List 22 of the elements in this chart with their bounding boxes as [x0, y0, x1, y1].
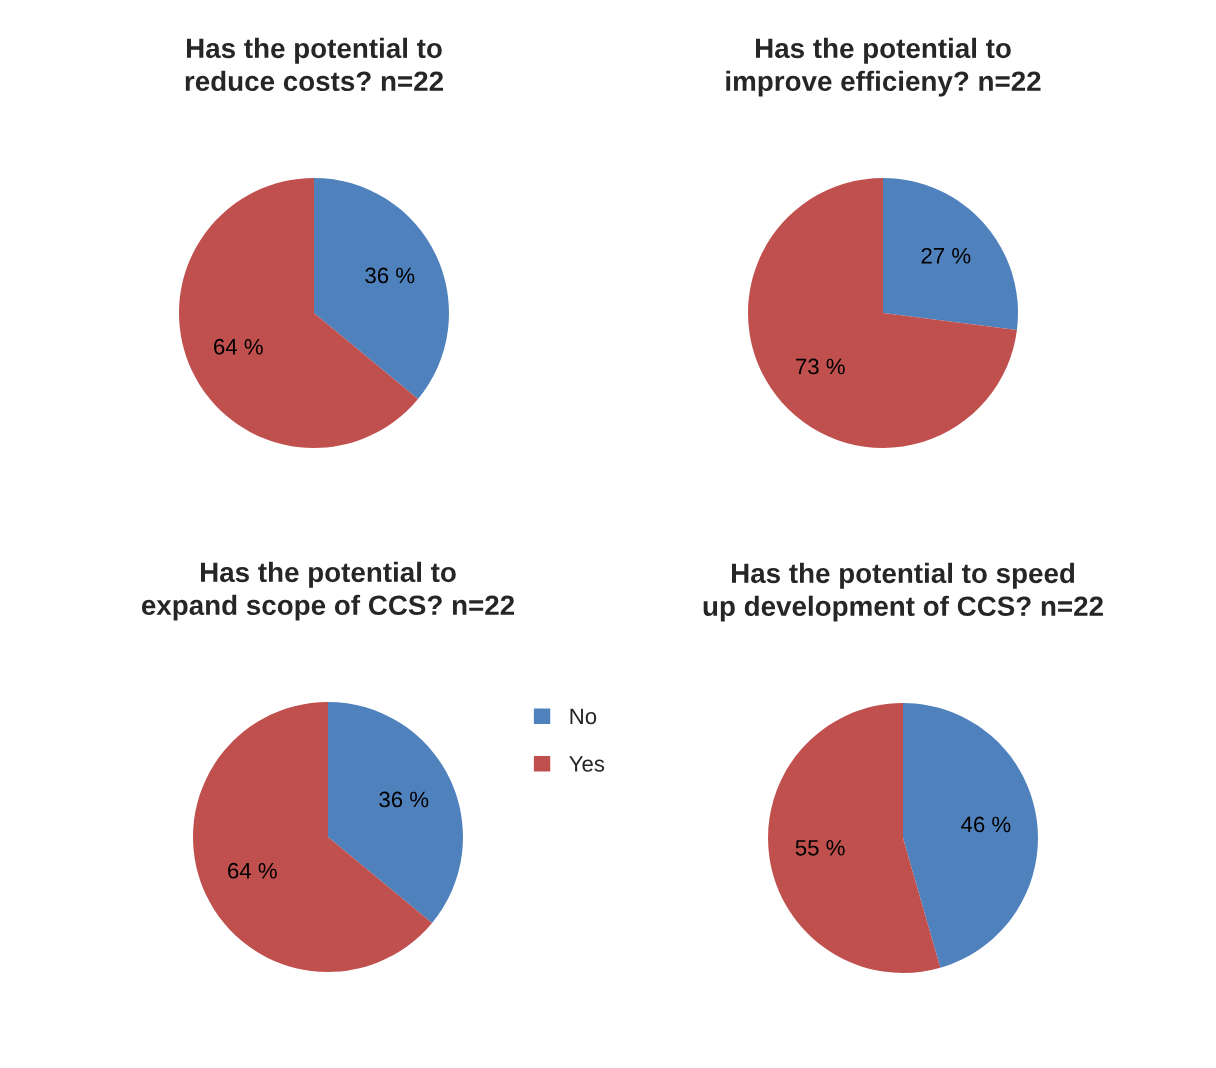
pie-slice	[314, 178, 449, 400]
pie-slice	[883, 178, 1018, 330]
legend-label: No	[570, 708, 597, 725]
data-label: 73 %	[796, 358, 845, 375]
data-label: 64 %	[228, 862, 277, 879]
data-label: 36 %	[379, 791, 429, 808]
chart-title: Has the potential to improve efficieny? n=22	[726, 37, 1041, 97]
data-label: 64 %	[214, 338, 263, 355]
legend-label: Yes	[569, 756, 605, 772]
data-label: 27 %	[921, 247, 971, 264]
data-label: 55 %	[795, 840, 845, 856]
chart-title: Has the potential to reduce costs? n=22	[185, 37, 443, 92]
pie-slice	[903, 703, 1038, 968]
chart-title: Has the potential to expand scope of CCS? n=22	[141, 561, 515, 621]
data-label: 36 %	[365, 267, 415, 284]
pie-slice	[179, 178, 419, 448]
pie-slice	[328, 702, 463, 924]
chart-title: Has the potential to speed up development of CCS? n=22	[703, 562, 1103, 622]
pie-slice	[768, 703, 941, 973]
data-label: 46 %	[961, 816, 1011, 833]
pie-slice	[748, 178, 1017, 448]
pie-slice	[193, 702, 433, 972]
